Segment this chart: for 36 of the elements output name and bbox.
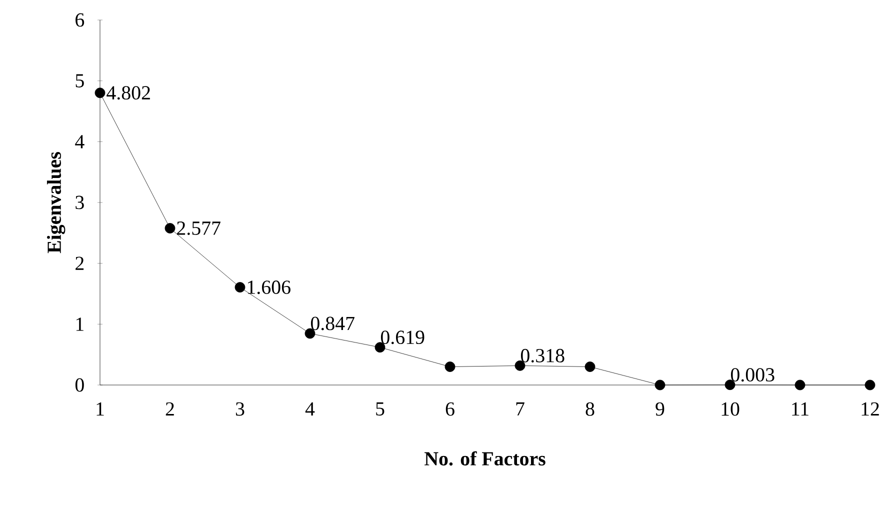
y-tick-label: 0 xyxy=(75,378,84,392)
x-tick-label: 12 xyxy=(862,402,879,416)
point xyxy=(234,282,246,292)
x-tick-label: 11 xyxy=(792,402,808,416)
point xyxy=(794,380,806,390)
y-axis-title: Eigenvalues xyxy=(46,152,66,254)
point xyxy=(94,88,106,98)
point xyxy=(444,362,456,372)
y-tick-label: 6 xyxy=(76,13,84,27)
point xyxy=(164,223,176,234)
point xyxy=(654,380,666,390)
data-label: 0.619 xyxy=(380,330,424,344)
y-tick-label: 5 xyxy=(76,74,84,88)
x-tick-label: 8 xyxy=(586,402,594,416)
y-tick-label: 4 xyxy=(75,135,84,148)
data-label: 2.577 xyxy=(177,222,220,235)
x-tick-label: 5 xyxy=(376,402,384,416)
x-tick-label: 4 xyxy=(305,402,315,416)
x-tick-label: 2 xyxy=(166,402,174,416)
x-tick-label: 9 xyxy=(656,402,664,416)
y-tick-label: 3 xyxy=(76,196,84,210)
point xyxy=(864,380,876,390)
y-tick-label: 1 xyxy=(76,318,84,331)
x-tick-label: 7 xyxy=(516,402,524,416)
x-tick-label: 6 xyxy=(446,402,454,416)
data-label: 1.606 xyxy=(248,280,290,294)
x-tick-label: 3 xyxy=(236,402,244,416)
x-axis-title: No. of Factors xyxy=(424,451,546,466)
point xyxy=(584,362,596,372)
x-tick-label: 10 xyxy=(722,402,740,416)
data-label: 0.847 xyxy=(310,316,354,330)
y-tick-label: 2 xyxy=(76,256,84,270)
data-label: 0.318 xyxy=(520,348,564,362)
data-label: 0.003 xyxy=(730,368,774,382)
data-label: 4.802 xyxy=(106,86,150,100)
x-tick-label: 1 xyxy=(96,402,104,416)
